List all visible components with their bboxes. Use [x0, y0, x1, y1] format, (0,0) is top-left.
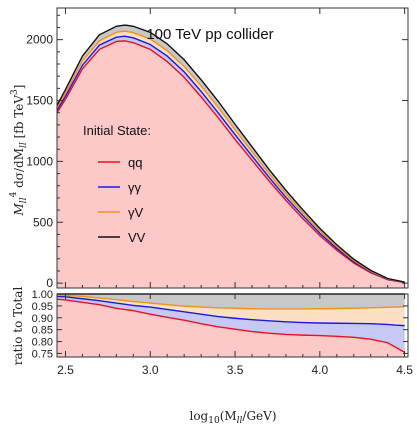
main-y-axis-label: Mll4 dσ/dMll [fb TeV3]	[9, 85, 29, 217]
main-y-ticks: 0 500 1000 1500 2000	[26, 14, 408, 290]
x-tick-label: 3.5	[227, 363, 244, 377]
ratio-y-tick-label: 0.95	[32, 301, 53, 313]
ratio-x-ticks: 2.5 3.0 3.5 4.0 4.5	[57, 294, 413, 377]
series-line-gamma-gamma	[56, 35, 405, 283]
y-tick-label: 1500	[26, 94, 53, 108]
ratio-y-tick-label: 0.85	[32, 325, 53, 337]
series-line-gamma-v	[56, 30, 405, 283]
x-tick-label: 3.0	[142, 363, 159, 377]
legend-label-gamma-v: γV	[128, 205, 144, 220]
main-plot-frame	[56, 7, 409, 289]
x-tick-label: 4.5	[396, 363, 413, 377]
main-series-lines	[56, 24, 405, 284]
series-line-qq	[56, 40, 405, 284]
ratio-plot-frame	[56, 293, 409, 358]
y-tick-label: 1000	[26, 154, 53, 168]
main-area-fills	[57, 25, 405, 289]
legend-label-qq: qq	[128, 155, 142, 170]
y-tick-label: 500	[33, 215, 53, 229]
ratio-area-fills	[57, 294, 405, 357]
x-axis-label: log10(Mll/GeV)	[189, 409, 276, 426]
legend-title: Initial State:	[83, 123, 151, 138]
series-line-gamma-v	[56, 294, 405, 310]
y-tick-label: 2000	[26, 33, 53, 47]
x-tick-label: 2.5	[57, 363, 74, 377]
main-x-ticks	[64, 8, 406, 288]
ratio-y-tick-label: 0.90	[32, 313, 53, 325]
series-line-qq	[56, 298, 405, 353]
x-tick-label: 4.0	[311, 363, 328, 377]
ratio-y-ticks: 0.750.800.850.900.951.00	[32, 289, 408, 360]
series-line-gamma-gamma	[56, 295, 405, 327]
ratio-y-tick-label: 1.00	[32, 289, 53, 301]
ratio-y-axis-label: ratio to Total	[11, 287, 25, 366]
legend: Initial State: qq γγ γV VV	[83, 123, 151, 245]
area-qq	[57, 299, 405, 357]
series-line-vv	[56, 24, 405, 283]
legend-label-gamma-gamma: γγ	[128, 180, 142, 195]
chart-title: 100 TeV pp collider	[146, 26, 273, 43]
y-tick-label: 0	[46, 276, 53, 290]
main-panel: 0 500 1000 1500 2000 100 TeV pp collider Ini…	[9, 7, 409, 290]
legend-label-vv: VV	[128, 230, 146, 245]
ratio-panel: 0.750.800.850.900.951.00 2.5 3.0 3.5 4.0 4.5…	[11, 287, 413, 426]
legend-entries: qq γγ γV VV	[98, 155, 146, 245]
area-qq	[57, 40, 405, 289]
ratio-y-tick-label: 0.75	[32, 348, 53, 360]
ratio-y-tick-label: 0.80	[32, 337, 53, 349]
